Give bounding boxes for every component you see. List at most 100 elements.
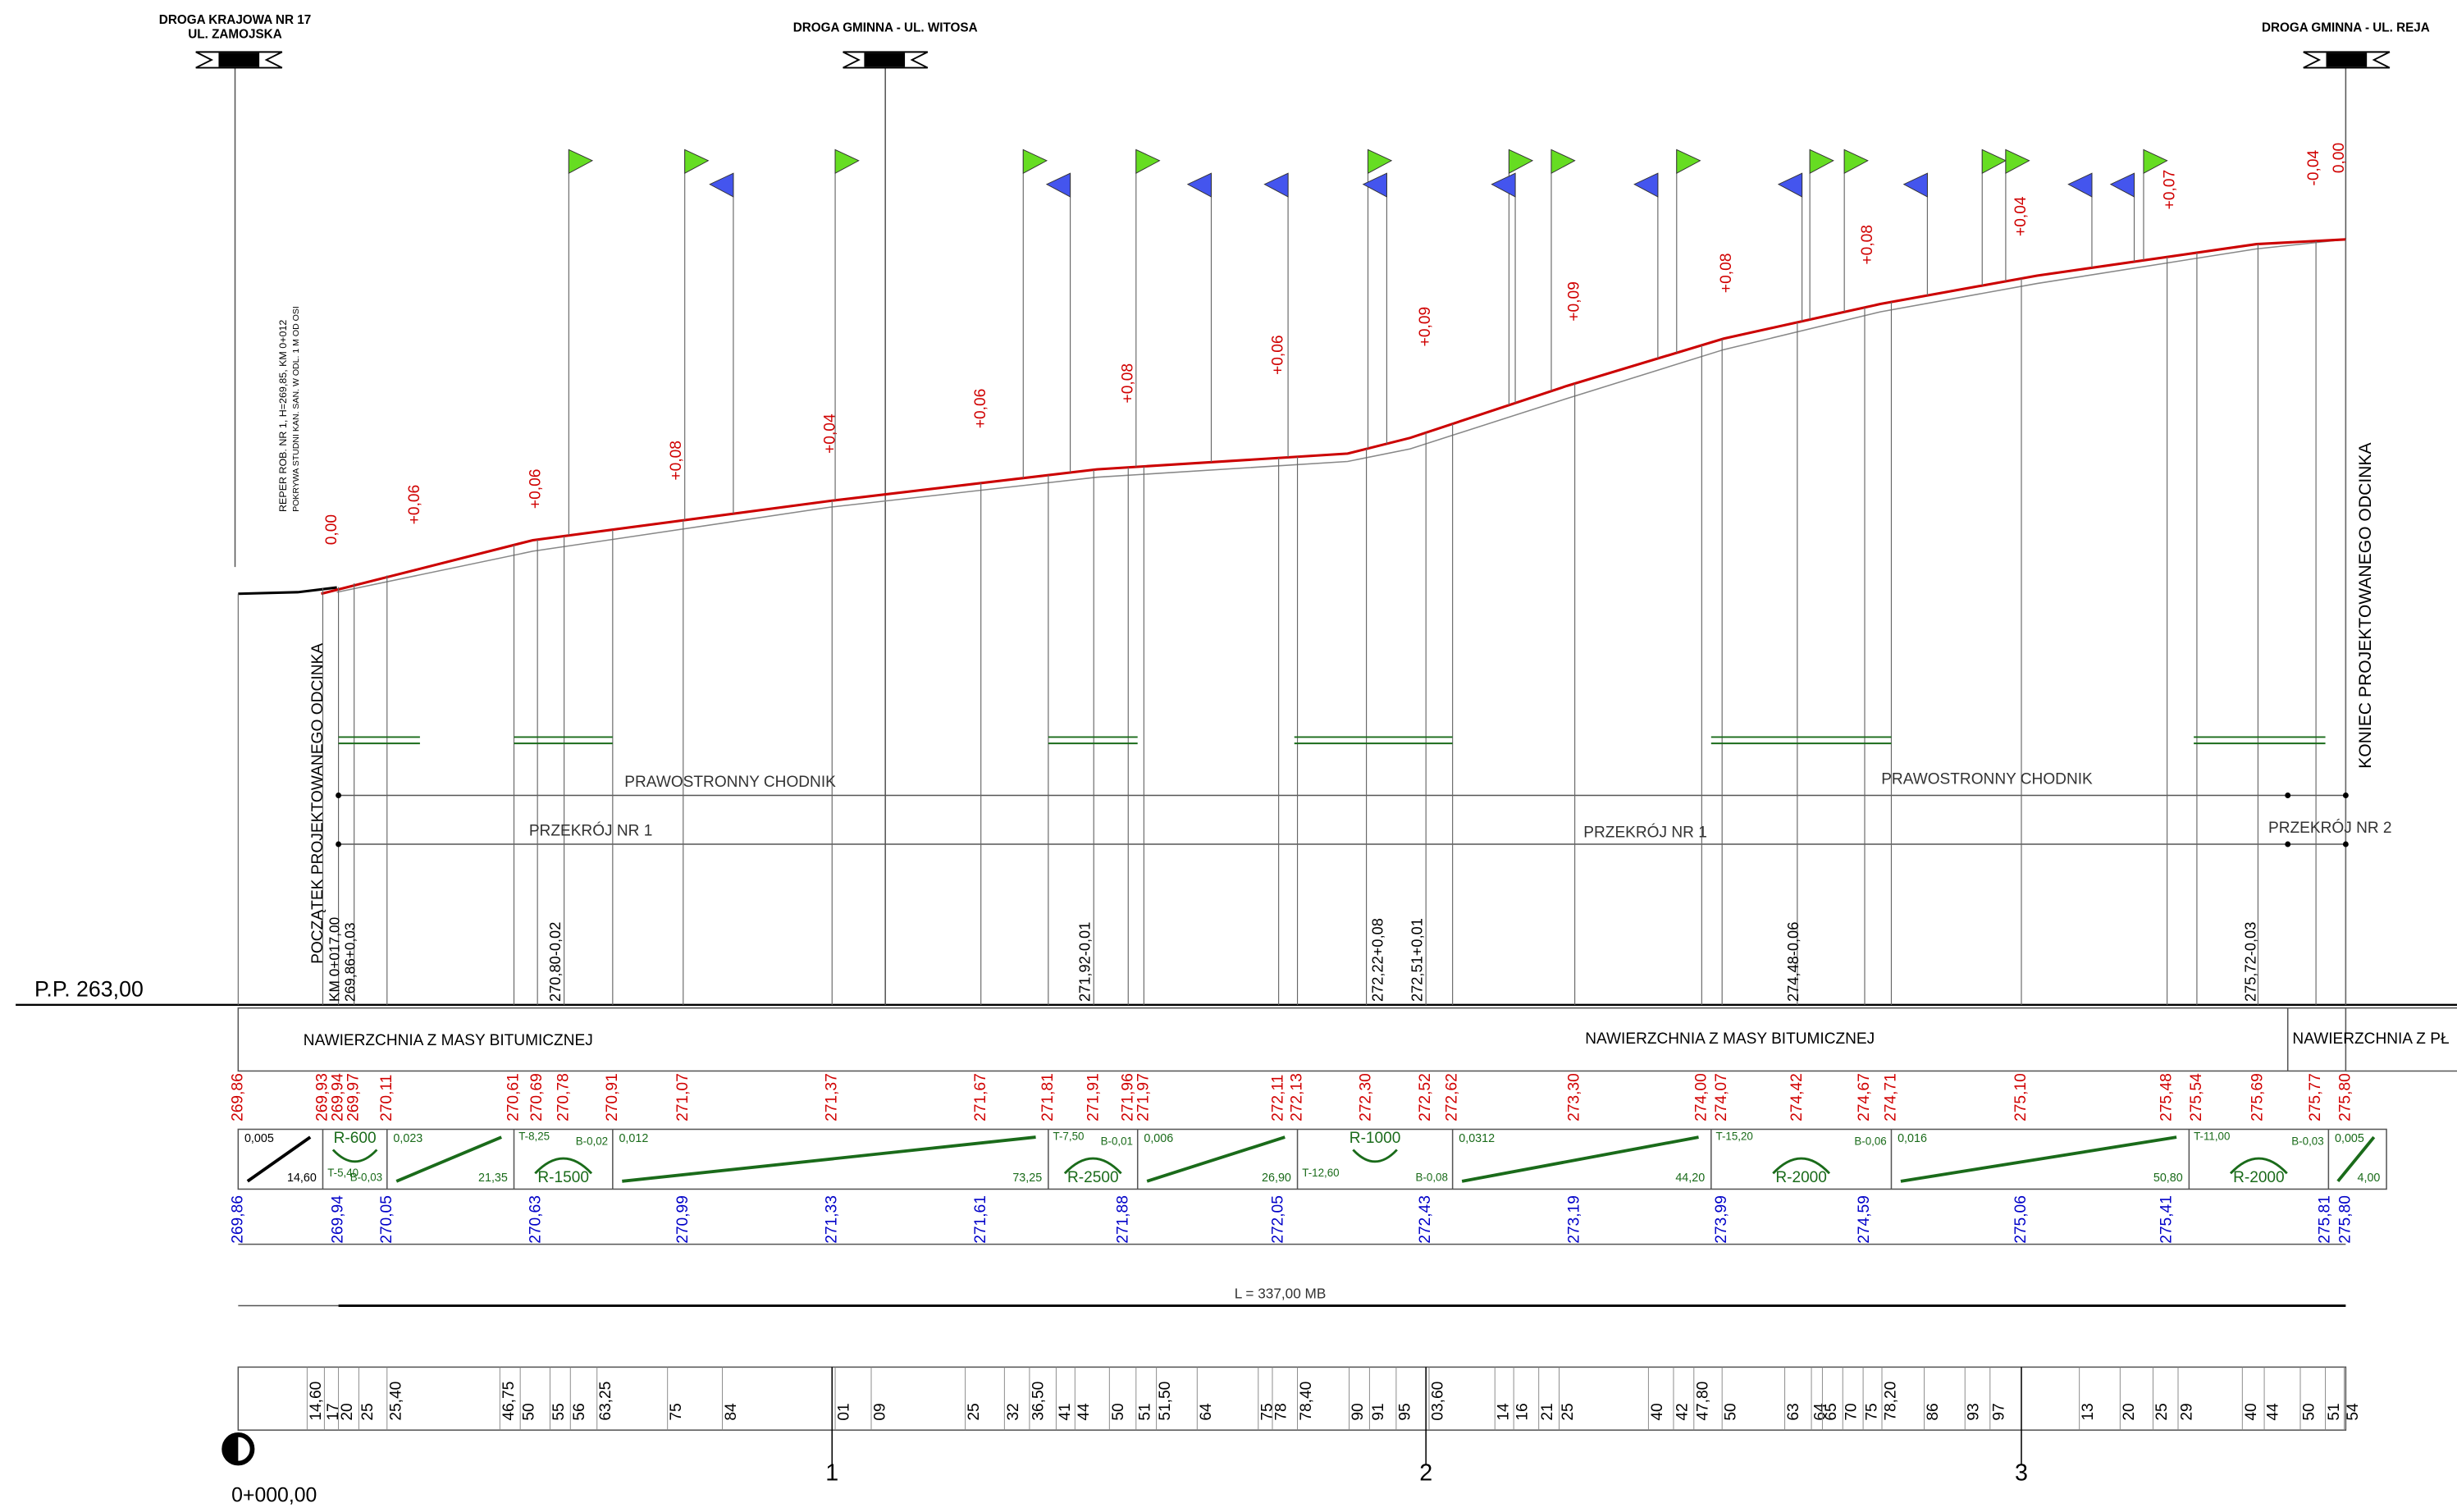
flag bbox=[1368, 148, 1393, 174]
frame bbox=[16, 66, 2457, 1431]
curve-radius: R-2000 bbox=[2233, 1169, 2285, 1186]
grade-diff: +0,08 bbox=[668, 441, 685, 481]
road-name: DROGA GMINNA - UL. REJA bbox=[2262, 21, 2430, 35]
design-elevation: 275,54 bbox=[2188, 1073, 2205, 1121]
terrain-elevation: 270,63 bbox=[527, 1195, 544, 1244]
chainage-label: 47,80 bbox=[1694, 1382, 1711, 1421]
chainage-label: 78,40 bbox=[1298, 1382, 1315, 1421]
flag bbox=[2005, 148, 2030, 174]
design-elevation: 275,48 bbox=[2158, 1073, 2176, 1121]
terrain-elevation: 275,06 bbox=[2012, 1195, 2030, 1244]
flag bbox=[1045, 172, 1071, 198]
design-elevation: 275,80 bbox=[2336, 1073, 2354, 1121]
flag bbox=[834, 148, 860, 174]
flag bbox=[684, 148, 710, 174]
start-station: 0+000,00 bbox=[231, 1483, 317, 1506]
curve-tangent: T-7,50 bbox=[1053, 1131, 1085, 1143]
node bbox=[2342, 793, 2349, 798]
design-elevation: 273,30 bbox=[1566, 1073, 1583, 1121]
grade-line bbox=[1146, 1135, 1286, 1183]
chainage-label: 75 bbox=[1864, 1403, 1881, 1420]
design-elevation: 274,42 bbox=[1788, 1073, 1806, 1121]
datum-label: P.P. 263,00 bbox=[34, 977, 144, 1002]
design-elevation: 271,91 bbox=[1085, 1073, 1102, 1121]
chainage-label: 97 bbox=[1990, 1403, 2007, 1420]
grade-line bbox=[395, 1135, 502, 1183]
curve-arc bbox=[2229, 1157, 2288, 1175]
grade-diff: +0,08 bbox=[1859, 225, 1876, 265]
section-label: PRZEKRÓJ NR 1 bbox=[1583, 824, 1707, 842]
design-elevation: 270,11 bbox=[378, 1075, 395, 1121]
level-note: 275,72-0,03 bbox=[2243, 922, 2259, 1002]
chainage-label: 01 bbox=[836, 1403, 853, 1420]
design-elevation: 274,00 bbox=[1692, 1073, 1710, 1121]
node bbox=[2285, 793, 2291, 798]
flag bbox=[1135, 148, 1161, 174]
chainage-label: 50 bbox=[1723, 1403, 1740, 1420]
curve-arc bbox=[331, 1149, 378, 1163]
chainage-label: 13 bbox=[2080, 1403, 2097, 1420]
chainage-label: 63 bbox=[1785, 1403, 1802, 1420]
grade-diff: +0,09 bbox=[1566, 281, 1583, 322]
surface-label: NAWIERZCHNIA Z MASY BITUMICZNEJ bbox=[1585, 1030, 1875, 1048]
flag bbox=[1022, 148, 1048, 174]
grade-value: 0,012 bbox=[619, 1132, 648, 1145]
surface-label: NAWIERZCHNIA Z PŁ bbox=[2292, 1030, 2449, 1048]
design-elevation: 269,93 bbox=[314, 1073, 331, 1121]
grade-diff: +0,06 bbox=[527, 469, 544, 509]
hectometer-label: 1 bbox=[825, 1459, 838, 1486]
sidewalk-label: PRAWOSTRONNY CHODNIK bbox=[624, 774, 836, 791]
chainage-label: 44 bbox=[1076, 1403, 1093, 1421]
terrain-elevation: 273,99 bbox=[1713, 1195, 1730, 1244]
chainage-label: 56 bbox=[571, 1403, 588, 1420]
flag bbox=[1676, 148, 1701, 174]
node bbox=[2342, 841, 2349, 847]
grade-diff: +0,08 bbox=[1718, 254, 1735, 294]
terrain-elevation: 275,81 bbox=[2317, 1195, 2334, 1244]
flag bbox=[2109, 172, 2135, 198]
design-elevation: 271,96 bbox=[1119, 1073, 1136, 1121]
design-elevation: 271,37 bbox=[823, 1073, 840, 1121]
grade-line bbox=[2336, 1135, 2376, 1183]
road-signs bbox=[195, 51, 2391, 69]
chainage-label: 20 bbox=[339, 1403, 356, 1420]
grade-line bbox=[622, 1135, 1036, 1183]
grade-length: 21,35 bbox=[478, 1172, 508, 1185]
curve-tangent: T-8,25 bbox=[518, 1131, 550, 1143]
flag bbox=[1633, 172, 1659, 198]
chainage-label: 95 bbox=[1396, 1403, 1413, 1420]
level-note: 274,48-0,06 bbox=[1785, 922, 1802, 1002]
chainage-label: 90 bbox=[1350, 1403, 1367, 1420]
grade-length: 14,60 bbox=[287, 1172, 317, 1185]
design-elevation: 271,07 bbox=[674, 1073, 692, 1121]
chainage-label: 29 bbox=[2179, 1403, 2196, 1420]
terrain-elevation: 270,99 bbox=[674, 1195, 692, 1244]
hectometer-label: 3 bbox=[2015, 1459, 2028, 1486]
flag bbox=[1777, 172, 1803, 198]
curve-arc bbox=[1772, 1157, 1831, 1175]
length-label: L = 337,00 MB bbox=[1235, 1286, 1327, 1302]
grade-value: 0,023 bbox=[393, 1132, 422, 1145]
grade-diff: +0,04 bbox=[821, 413, 838, 454]
surface-band bbox=[237, 1007, 2347, 1072]
flag bbox=[1362, 172, 1387, 198]
chainage-label: 64 bbox=[1198, 1403, 1215, 1421]
design-elevation: 272,11 bbox=[1270, 1075, 1287, 1121]
road-name: DROGA GMINNA - UL. WITOSA bbox=[793, 21, 978, 35]
grade-diff: +0,06 bbox=[406, 485, 423, 525]
curve-bisector: B-0,02 bbox=[576, 1135, 608, 1147]
design-elevation: 271,67 bbox=[972, 1073, 989, 1121]
terrain-elevation: 275,41 bbox=[2158, 1195, 2176, 1244]
grade-diff: +0,04 bbox=[2012, 196, 2030, 236]
terrain-elevation: 274,59 bbox=[1856, 1195, 1873, 1244]
grade-value: 0,0312 bbox=[1459, 1132, 1495, 1145]
surface-label: NAWIERZCHNIA Z MASY BITUMICZNEJ bbox=[304, 1032, 593, 1049]
grade-diff: 0,00 bbox=[2331, 143, 2348, 173]
terrain-elevation: 272,43 bbox=[1417, 1195, 1434, 1244]
end-note: KONIEC PROJEKTOWANEGO ODCINKA bbox=[2356, 442, 2375, 768]
road-name: UL. ZAMOJSKA bbox=[188, 27, 281, 41]
flag bbox=[2067, 172, 2093, 198]
design-elevation: 272,13 bbox=[1289, 1073, 1306, 1121]
